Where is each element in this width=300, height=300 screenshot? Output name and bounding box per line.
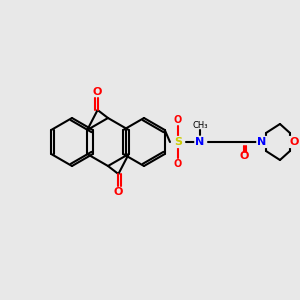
Text: O: O bbox=[174, 115, 182, 125]
Text: S: S bbox=[174, 137, 182, 147]
Text: O: O bbox=[114, 187, 123, 197]
Text: O: O bbox=[174, 159, 182, 169]
Text: O: O bbox=[289, 137, 299, 147]
Text: O: O bbox=[93, 87, 102, 97]
Text: N: N bbox=[257, 137, 267, 147]
Text: O: O bbox=[239, 151, 249, 161]
Text: CH₃: CH₃ bbox=[192, 122, 208, 130]
Text: N: N bbox=[195, 137, 205, 147]
